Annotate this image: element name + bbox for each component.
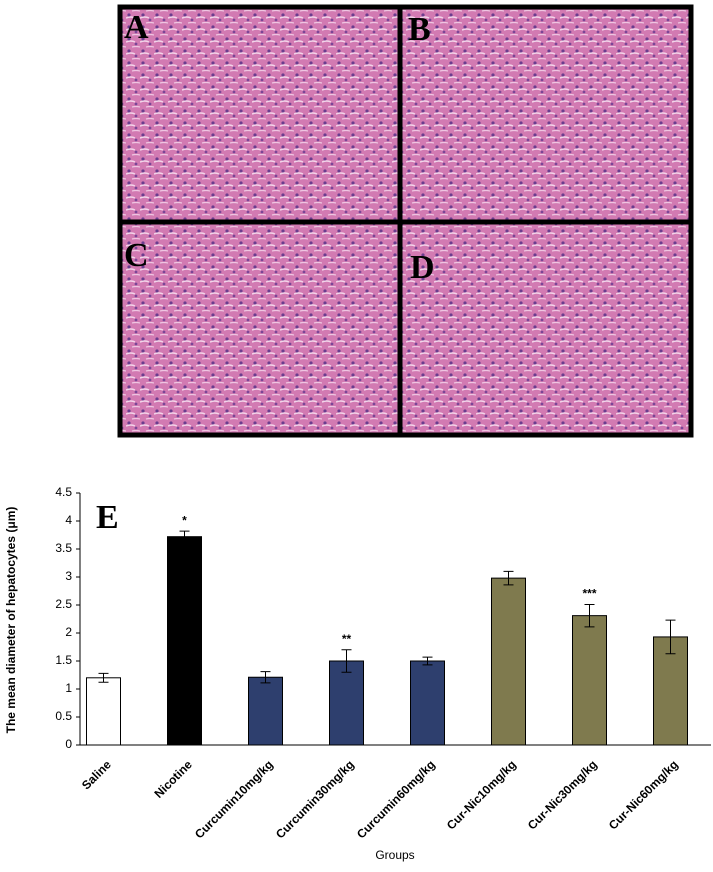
micrograph [397, 219, 694, 438]
error-bar [665, 619, 676, 655]
x-tick-label: Cur-Nic60mg/kg [606, 757, 681, 832]
panel-label: B [408, 11, 431, 48]
y-axis-title: The mean diameter of hepatocytes (μm) [4, 507, 18, 734]
y-tick-label: 1 [65, 681, 72, 695]
y-tick-label: 0.5 [55, 709, 72, 723]
bar [86, 677, 121, 746]
x-tick-label: Saline [79, 757, 114, 792]
y-tick-label: 4 [65, 513, 72, 527]
significance-label: ** [342, 632, 352, 646]
micrograph [397, 4, 694, 225]
significance-label: * [182, 513, 187, 527]
y-tick-label: 2.5 [55, 597, 72, 611]
x-tick-label: Curcumin10mg/kg [192, 757, 276, 841]
y-tick-label: 2 [65, 625, 72, 639]
micrograph [117, 219, 403, 438]
y-tick-label: 0 [65, 737, 72, 751]
panel-label: C [124, 237, 149, 274]
significance-label: *** [582, 587, 596, 601]
error-bar [584, 603, 595, 628]
error-bar [98, 672, 109, 683]
y-tick-label: 3.5 [55, 541, 72, 555]
micrographs: A B C D [117, 4, 694, 438]
bar [572, 615, 607, 746]
bar [653, 636, 688, 746]
panel-label: E [96, 499, 119, 536]
x-axis-title: Groups [375, 848, 414, 862]
x-tick-label: Cur-Nic10mg/kg [444, 757, 519, 832]
bar [167, 536, 202, 746]
error-bar [260, 671, 271, 684]
bar [329, 660, 364, 746]
x-tick-label: Cur-Nic30mg/kg [525, 757, 600, 832]
error-bar [179, 530, 190, 543]
error-bar [503, 570, 514, 586]
y-tick-label: 4.5 [55, 485, 72, 499]
bar [410, 660, 445, 746]
error-bar [341, 649, 352, 673]
y-tick-label: 3 [65, 569, 72, 583]
x-tick-label: Curcumin30mg/kg [273, 757, 357, 841]
x-tick-label: Curcumin60mg/kg [354, 757, 438, 841]
y-tick-label: 1.5 [55, 653, 72, 667]
error-bar [422, 656, 433, 666]
bar [491, 577, 526, 746]
x-tick-label: Nicotine [151, 757, 195, 801]
panel-label: D [410, 249, 435, 286]
micrograph [117, 4, 403, 225]
panel-label: A [124, 9, 149, 46]
bar [248, 676, 283, 746]
